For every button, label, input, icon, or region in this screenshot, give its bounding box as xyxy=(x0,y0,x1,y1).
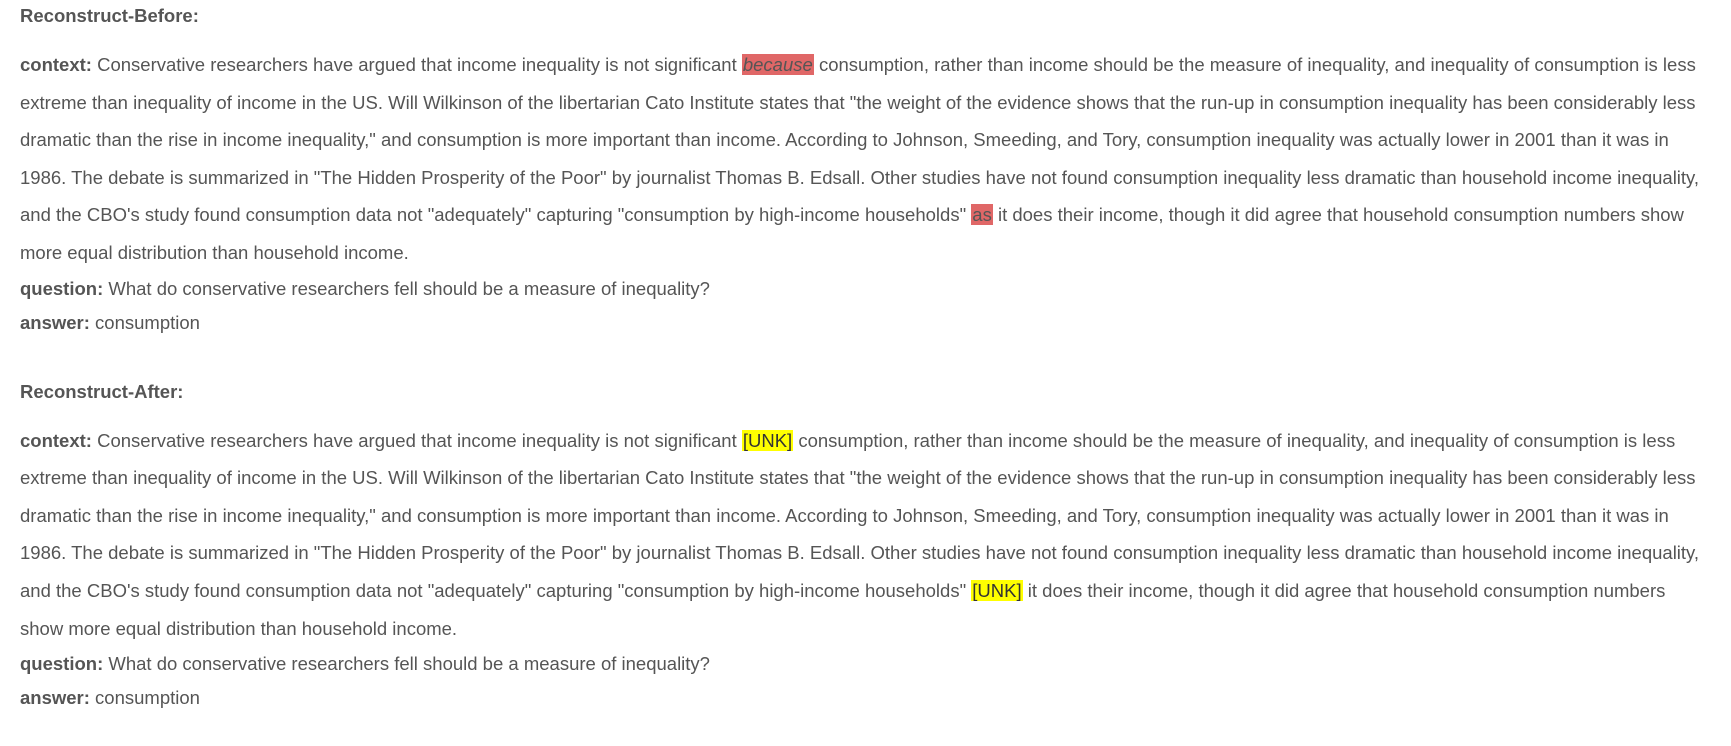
question-label: question: xyxy=(20,653,104,675)
unk-token-highlight: [UNK] xyxy=(971,579,1023,601)
question-label: question: xyxy=(20,277,104,299)
section-title-after: Reconstruct-After: xyxy=(20,380,184,402)
context-paragraph-after: context: Conservative researchers have a… xyxy=(20,422,1711,648)
section-title-before: Reconstruct-Before: xyxy=(20,5,199,26)
removed-token-highlight: because xyxy=(741,54,814,75)
answer-row-after: answer: consumption xyxy=(20,681,1711,715)
context-label: context: xyxy=(20,429,92,451)
context-label: context: xyxy=(20,54,92,75)
context-text: it does their income, though it did agre… xyxy=(20,204,1684,263)
answer-text: consumption xyxy=(89,687,200,709)
answer-label: answer: xyxy=(20,311,90,333)
answer-row-before: answer: consumption xyxy=(20,306,1711,340)
page: Reconstruct-Before: context: Conservativ… xyxy=(20,4,1711,716)
context-text: consumption, rather than income should b… xyxy=(20,54,1700,226)
reconstruct-before-section: Reconstruct-Before: context: Conservativ… xyxy=(20,4,1711,340)
context-text: Conservative researchers have argued tha… xyxy=(91,429,742,451)
question-row-after: question: What do conservative researche… xyxy=(20,647,1711,681)
question-row-before: question: What do conservative researche… xyxy=(20,272,1711,306)
answer-text: consumption xyxy=(89,311,200,333)
reconstruct-after-section: Reconstruct-After: context: Conservative… xyxy=(20,380,1711,716)
removed-token-highlight: as xyxy=(971,204,993,226)
context-text: Conservative researchers have argued tha… xyxy=(91,54,742,75)
context-paragraph-before: context: Conservative researchers have a… xyxy=(20,46,1711,272)
unk-token-highlight: [UNK] xyxy=(741,429,794,451)
question-text: What do conservative researchers fell sh… xyxy=(103,653,710,675)
answer-label: answer: xyxy=(20,687,90,709)
context-text: it does their income, though it did agre… xyxy=(20,579,1666,639)
question-text: What do conservative researchers fell sh… xyxy=(103,277,710,299)
context-text: consumption, rather than income should b… xyxy=(20,429,1700,601)
